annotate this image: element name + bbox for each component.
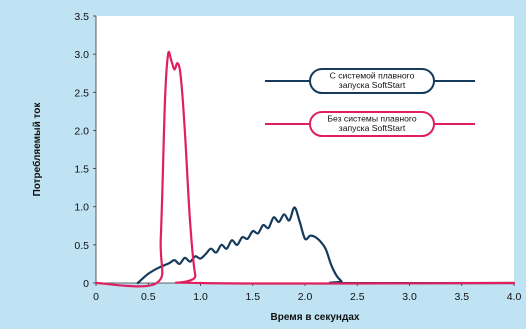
- x-axis: 0 0.5 1.0 1.5 2.0 2.5 3.0 3.5 4.0: [93, 282, 522, 303]
- y-tick-label: 2.5: [74, 87, 89, 99]
- series-line-no-softstart: [94, 50, 516, 288]
- x-tick-label: 3.5: [454, 291, 469, 303]
- legend-label-line: Без системы плавного: [327, 114, 417, 124]
- legend-label-line: запуска SoftStart: [339, 123, 406, 133]
- y-tick-label: 1.0: [74, 202, 89, 214]
- y-tick-label: 0: [83, 278, 89, 290]
- x-axis-title: Время в секундах: [271, 312, 360, 323]
- x-tick-label: 2.5: [350, 291, 365, 303]
- x-tick-label: 0: [93, 291, 99, 303]
- x-tick-label: 2.0: [298, 291, 313, 303]
- legend-label-box: [309, 111, 435, 137]
- legend-label-line: запуска SoftStart: [339, 80, 406, 90]
- x-tick-label: 0.5: [141, 291, 156, 303]
- x-tick-label: 3.0: [402, 291, 417, 303]
- x-tick-label: 4.0: [507, 291, 522, 303]
- x-tick-label: 1.0: [193, 291, 208, 303]
- y-tick-label: 3.5: [74, 11, 89, 23]
- legend-label-line: С системой плавного: [330, 71, 415, 81]
- y-tick-label: 1.5: [74, 164, 89, 176]
- y-axis: 0 0.5 1.0 1.5 2.0 2.5 3.0 3.5: [74, 11, 97, 290]
- y-tick-label: 3.0: [74, 49, 89, 61]
- y-axis-title: Потребляемый ток: [31, 102, 43, 197]
- y-tick-label: 2.0: [74, 125, 89, 137]
- series-line-softstart: [136, 206, 516, 285]
- plot-area: [96, 16, 514, 283]
- x-tick-label: 1.5: [245, 291, 260, 303]
- legend-label-box: [309, 68, 435, 94]
- series-layer: [94, 50, 516, 288]
- y-tick-label: 0.5: [74, 240, 89, 252]
